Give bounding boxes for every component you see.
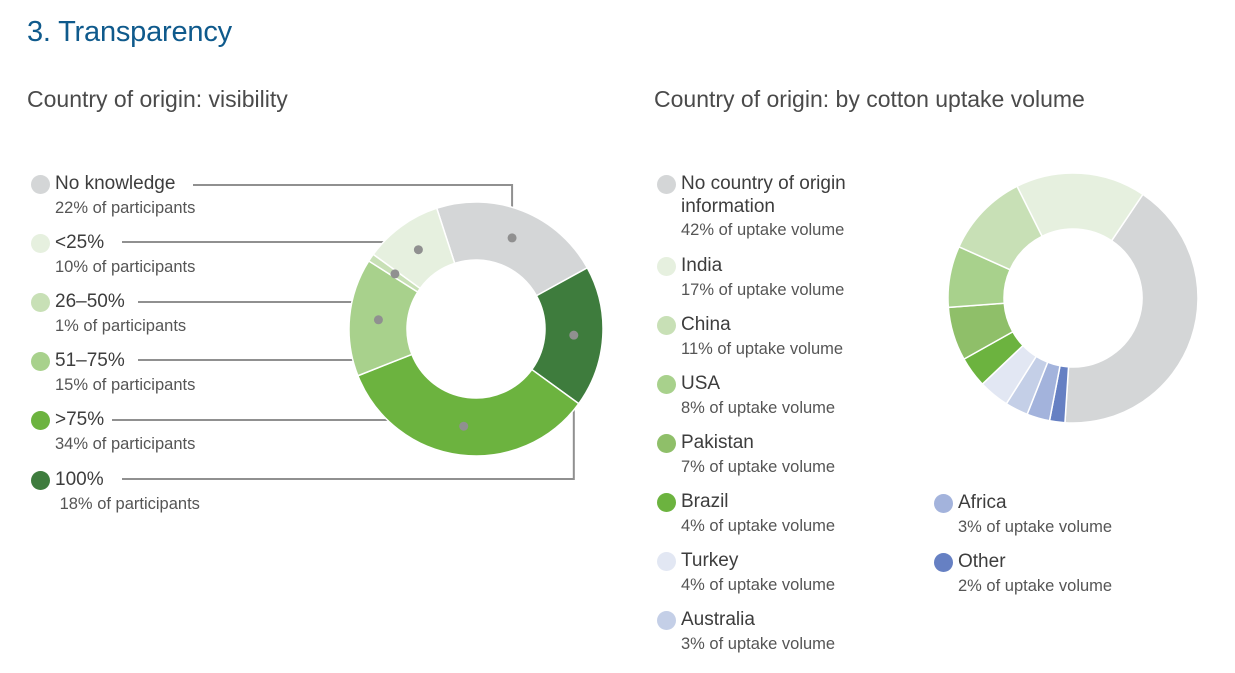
legend-swatch [31, 411, 50, 430]
slice-no-country-of-origin-information [1064, 193, 1199, 424]
legend-label: 26–50% [55, 291, 125, 312]
legend-swatch [31, 293, 50, 312]
legend-label: Other [958, 551, 1006, 572]
legend-swatch [657, 552, 676, 571]
uptake-donut-chart [947, 172, 1199, 424]
slice-25 [372, 207, 456, 290]
slice-75 [356, 353, 580, 457]
leader-dot-no-knowledge [507, 233, 517, 243]
legend-sublabel: 17% of uptake volume [681, 281, 845, 299]
legend-sublabel: 22% of participants [55, 199, 196, 217]
leader-dot-26-50 [390, 269, 400, 279]
legend-label: No knowledge [55, 173, 176, 194]
visibility-donut-chart [348, 201, 604, 457]
legend-label-line-1: No country of origin [681, 173, 846, 194]
legend-sublabel: 4% of uptake volume [681, 576, 836, 594]
slice-india [1016, 172, 1144, 242]
legend-label: India [681, 255, 723, 276]
legend-label: USA [681, 373, 721, 394]
legend-sublabel: 34% of participants [55, 435, 196, 453]
legend-sublabel: 15% of participants [55, 376, 196, 394]
legend-swatch [657, 434, 676, 453]
legend-label-line-2: information [681, 196, 775, 217]
legend-swatch [657, 316, 676, 335]
legend-sublabel: 11% of uptake volume [681, 340, 844, 358]
legend-swatch [31, 234, 50, 253]
legend-swatch [934, 553, 953, 572]
legend-label: China [681, 314, 731, 335]
uptake-legend-secondary: Africa 3% of uptake volume Other 2% of u… [934, 0, 1174, 673]
visibility-chart-title: Country of origin: visibility [27, 86, 288, 112]
legend-swatch [657, 493, 676, 512]
legend-swatch [31, 352, 50, 371]
legend-label: Africa [958, 492, 1007, 513]
legend-label: >75% [55, 409, 105, 430]
legend-sublabel: 4% of uptake volume [681, 517, 836, 535]
leader-line-25 [122, 241, 420, 250]
slice-no-knowledge [435, 201, 589, 297]
legend-sublabel: 18% of participants [55, 495, 200, 513]
visibility-legend: No knowledge 22% of participants <25% 10… [31, 0, 221, 673]
legend-label: Brazil [681, 491, 729, 512]
legend-label: Pakistan [681, 432, 754, 453]
legend-label: 51–75% [55, 350, 125, 371]
legend-label: Turkey [681, 550, 739, 571]
uptake-chart-title: Country of origin: by cotton uptake volu… [654, 86, 1085, 112]
leader-dot-75 [459, 421, 469, 431]
legend-swatch [31, 471, 50, 490]
legend-swatch [657, 175, 676, 194]
legend-swatch [934, 494, 953, 513]
legend-swatch [657, 611, 676, 630]
legend-label: <25% [55, 232, 105, 253]
leader-dot-51-75 [373, 315, 383, 325]
legend-sublabel: 1% of participants [55, 317, 187, 335]
leader-line-51-75 [138, 319, 380, 361]
legend-sublabel: 2% of uptake volume [958, 577, 1113, 595]
legend-swatch [657, 257, 676, 276]
legend-sublabel: 3% of uptake volume [958, 518, 1113, 536]
legend-swatch [31, 175, 50, 194]
legend-sublabel: 3% of uptake volume [681, 635, 836, 653]
legend-label: Australia [681, 609, 755, 630]
page-title: 3. Transparency [27, 16, 232, 48]
uptake-legend-primary: No country of origin information 42% of … [657, 0, 897, 673]
visibility-leader-dots [373, 233, 579, 431]
leader-dot-25 [413, 245, 423, 255]
legend-sublabel: 10% of participants [55, 258, 196, 276]
legend-sublabel: 8% of uptake volume [681, 399, 836, 417]
legend-sublabel: 7% of uptake volume [681, 458, 836, 476]
legend-swatch [657, 375, 676, 394]
legend-sublabel: 42% of uptake volume [681, 221, 845, 239]
legend-label: 100% [55, 469, 104, 490]
leader-dot-100 [569, 330, 579, 340]
